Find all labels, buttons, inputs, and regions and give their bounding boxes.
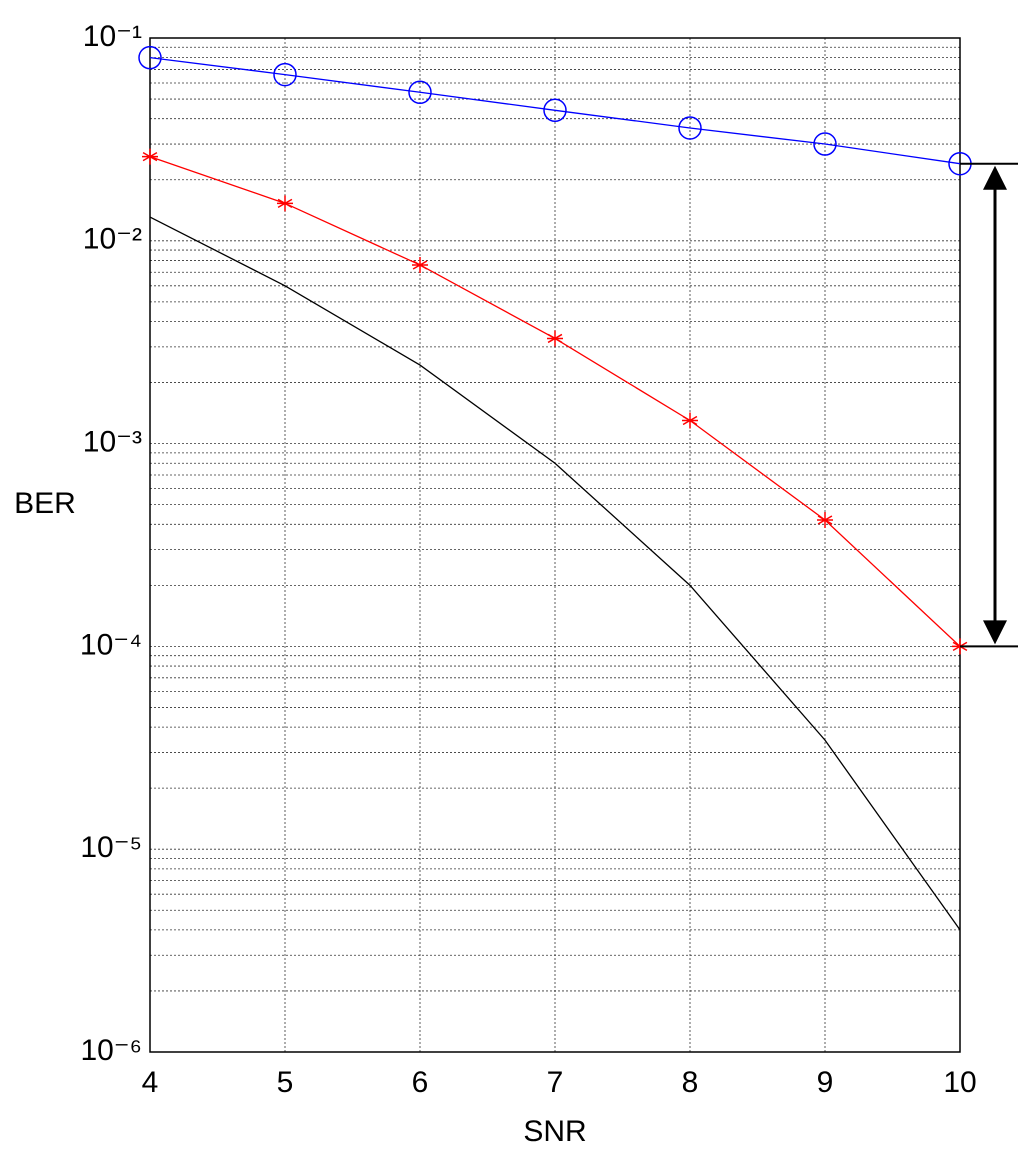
series-line [149, 57, 961, 165]
y-axis-label: BER [14, 487, 76, 520]
x-tick-label: 8 [682, 1066, 699, 1099]
marker [547, 330, 563, 347]
x-tick-label: 4 [142, 1066, 159, 1099]
marker [142, 148, 158, 165]
x-tick-label: 5 [277, 1066, 294, 1099]
y-tick-label: 10⁻³ [83, 426, 142, 459]
x-tick-label: 6 [412, 1066, 429, 1099]
y-tick-label: 10⁻² [83, 223, 142, 256]
y-tick-label: 10⁻⁴ [80, 628, 142, 661]
x-tick-label: 9 [817, 1066, 834, 1099]
marker [678, 116, 702, 140]
marker [543, 98, 567, 123]
x-tick-label: 7 [547, 1066, 564, 1099]
marker [408, 80, 432, 105]
marker [817, 512, 833, 529]
marker [813, 132, 837, 156]
y-tick-label: 10⁻⁵ [80, 831, 142, 864]
arrow-head [983, 165, 1007, 190]
marker [682, 412, 698, 429]
marker [412, 256, 428, 273]
arrow-head [983, 620, 1007, 645]
series-line [149, 216, 961, 931]
y-tick-label: 10⁻⁶ [80, 1034, 142, 1067]
y-tick-label: 10⁻¹ [83, 20, 142, 53]
x-axis-label: SNR [523, 1115, 586, 1148]
marker [273, 62, 297, 87]
plot-frame [149, 37, 961, 1053]
x-tick-label: 10 [943, 1066, 976, 1099]
marker [277, 195, 293, 212]
marker [138, 45, 162, 70]
